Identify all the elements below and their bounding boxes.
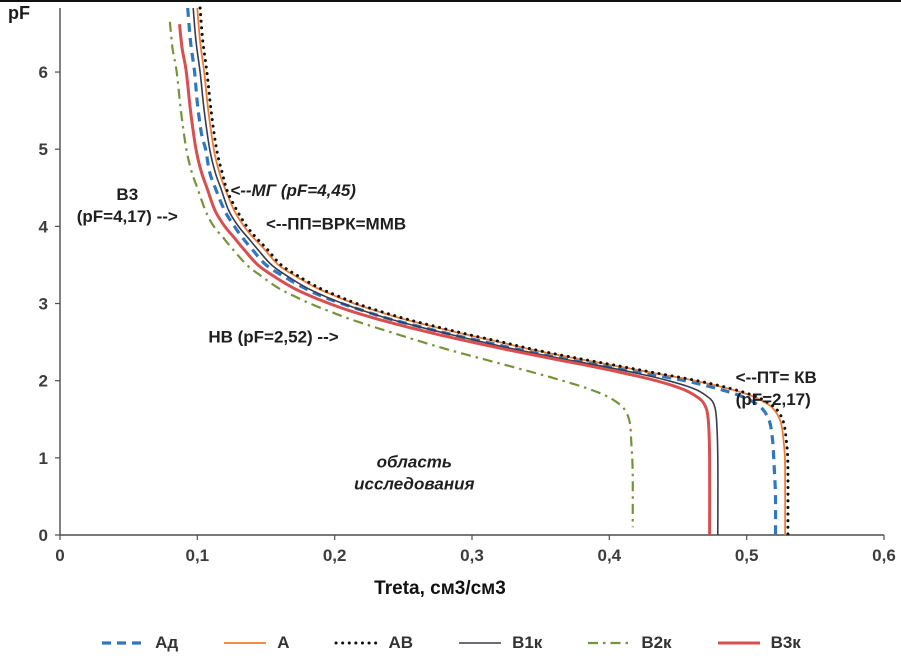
legend-line-sample <box>334 641 380 645</box>
legend-line-sample <box>102 641 145 645</box>
legend-item-В3к: В3к <box>716 633 801 653</box>
x-tick-label: 0,4 <box>598 546 622 565</box>
legend: Ад А АВ В1к В2к В3к <box>0 633 901 653</box>
figure-top-border <box>0 0 901 2</box>
series-curve-Ад <box>186 7 778 536</box>
legend-line-sample <box>224 642 267 644</box>
plot-area: 0 0,1 0,2 0,3 0,4 0,5 0,6 0 1 2 3 4 5 6 В3 (pF=4,17) --… <box>39 6 896 565</box>
annotation: <--ПП=ВРК=ММВ <box>266 214 406 233</box>
legend-label: А <box>277 633 290 652</box>
y-tick-label: 2 <box>39 372 48 391</box>
x-tick-label: 0,5 <box>735 546 759 565</box>
legend-item-Ад: Ад <box>100 633 178 653</box>
y-axis-title: pF <box>8 3 30 23</box>
legend-item-В1к: В1к <box>457 633 542 653</box>
series-curve-А <box>196 7 787 536</box>
x-tick-label: 0,2 <box>323 546 347 565</box>
legend-line-sample <box>588 641 631 645</box>
legend-label: АВ <box>388 633 414 652</box>
legend-label: Ад <box>155 633 179 652</box>
legend-label: В1к <box>512 633 543 652</box>
x-tick-label: 0,3 <box>460 546 484 565</box>
legend-item-А: А <box>222 633 290 653</box>
legend-label: В2к <box>641 633 672 652</box>
annotation: область исследования <box>354 453 474 494</box>
annotation: <--ПТ= КВ (pF=2,17) <box>736 368 817 409</box>
x-tick-label: 0,6 <box>872 546 896 565</box>
annotation: В3 (pF=4,17) --> <box>77 185 178 226</box>
legend-label: В3к <box>770 633 801 652</box>
annotation: <--МГ (pF=4,45) <box>230 181 356 200</box>
legend-line-sample <box>717 641 760 645</box>
x-tick-label: 0,1 <box>186 546 210 565</box>
y-tick-label: 3 <box>39 295 48 314</box>
legend-item-В2к: В2к <box>586 633 672 653</box>
y-tick-label: 6 <box>39 63 48 82</box>
y-tick-label: 5 <box>39 140 48 159</box>
series-curve-В3к <box>178 24 712 536</box>
y-tick-label: 0 <box>39 526 48 545</box>
legend-line-sample <box>459 642 502 644</box>
x-axis-title: Treta, см3/см3 <box>374 578 506 599</box>
x-tick-label: 0 <box>55 546 64 565</box>
series-curve-В1к <box>192 7 719 536</box>
legend-item-АВ: АВ <box>334 633 414 653</box>
series-curve-В2к <box>168 21 634 528</box>
y-tick-label: 4 <box>39 217 49 236</box>
y-tick-label: 1 <box>39 449 48 468</box>
annotation: НВ (pF=2,52) --> <box>208 328 338 347</box>
series-curve-АВ <box>198 6 790 537</box>
